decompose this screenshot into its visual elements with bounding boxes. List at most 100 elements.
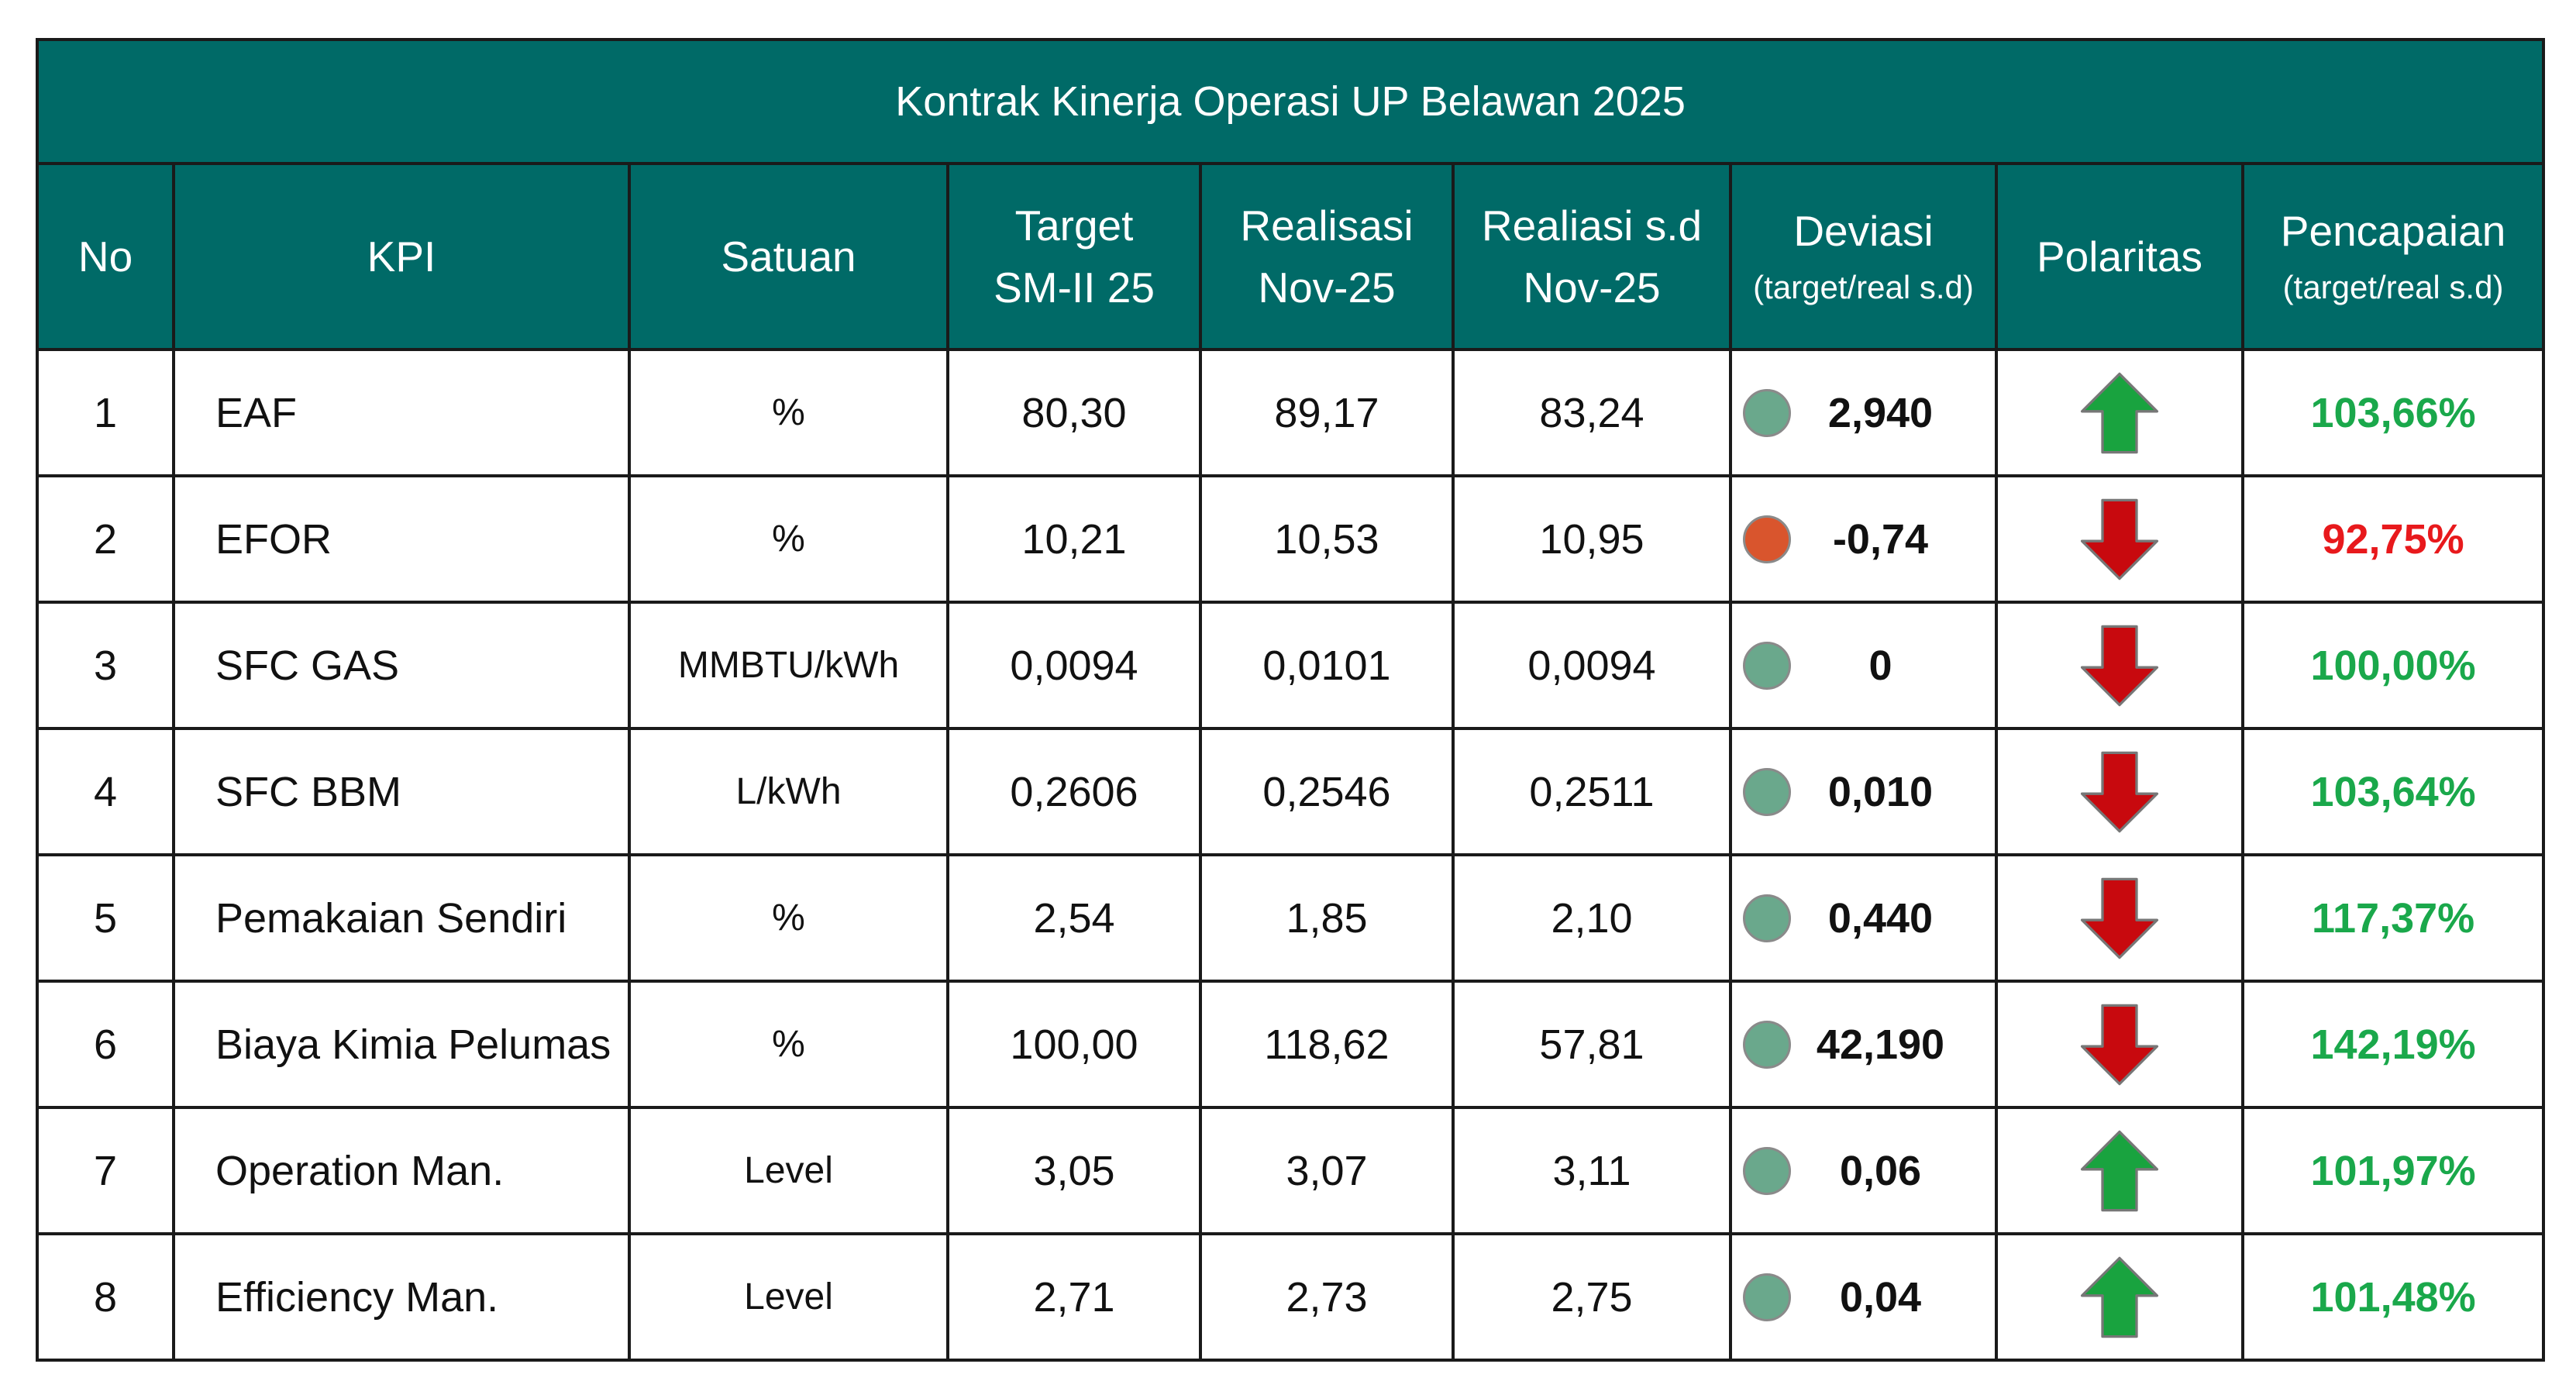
arrow-down-icon [2077, 623, 2162, 708]
row-unit: L/kWh [628, 727, 949, 856]
deviasi-value: -0,74 [1832, 515, 1929, 563]
arrow-up-icon [2077, 1128, 2162, 1214]
row-polaritas [1995, 1106, 2244, 1235]
row-realisasi: 118,62 [1199, 980, 1455, 1109]
row-realisasi-sd: 2,75 [1452, 1232, 1732, 1362]
header-realisasi-sd: Realiasi s.d Nov-25 [1452, 162, 1732, 351]
row-unit: Level [628, 1106, 949, 1235]
row-target: 100,00 [946, 980, 1202, 1109]
header-polaritas: Polaritas [1995, 162, 2244, 351]
table-title: Kontrak Kinerja Operasi UP Belawan 2025 [35, 38, 2546, 165]
row-no: 6 [36, 980, 175, 1109]
row-deviasi: -0,74 [1729, 474, 1998, 604]
row-kpi-name: EAF [172, 348, 631, 477]
row-unit: MMBTU/kWh [628, 601, 949, 730]
header-target: Target SM-II 25 [946, 162, 1202, 351]
table-row: 2 EFOR% 10,21 10,53 10,95 -0,74 92,75% [36, 474, 2546, 604]
row-polaritas [1995, 980, 2244, 1109]
row-realisasi-sd: 0,2511 [1452, 727, 1732, 856]
deviasi-value: 0,010 [1827, 768, 1934, 815]
status-dot-bad-icon [1743, 515, 1791, 563]
table-row: 5 Pemakaian Sendiri% 2,54 1,85 2,10 0,440 117,… [36, 853, 2546, 983]
row-deviasi: 0,06 [1729, 1106, 1998, 1235]
row-target: 2,54 [946, 853, 1202, 983]
title-row: Kontrak Kinerja Operasi UP Belawan 2025 [35, 38, 2546, 165]
row-realisasi: 0,2546 [1199, 727, 1455, 856]
row-kpi-name: SFC GAS [172, 601, 631, 730]
row-pencapaian: 101,97% [2240, 1106, 2546, 1235]
header-pencapaian: Pencapaian (target/real s.d) [2240, 162, 2546, 351]
arrow-up-icon [2077, 1255, 2162, 1340]
row-realisasi: 2,73 [1199, 1232, 1455, 1362]
arrow-down-icon [2077, 876, 2162, 961]
row-realisasi-sd: 57,81 [1452, 980, 1732, 1109]
row-polaritas [1995, 601, 2244, 730]
row-polaritas [1995, 348, 2244, 477]
status-dot-good-icon [1743, 1146, 1791, 1195]
table-row: 1 EAF% 80,30 89,17 83,24 2,940 103,66% [36, 348, 2546, 477]
row-no: 2 [36, 474, 175, 604]
row-no: 8 [36, 1232, 175, 1362]
arrow-down-icon [2077, 1002, 2162, 1087]
row-polaritas [1995, 853, 2244, 983]
table-row: 4 SFC BBM L/kWh 0,2606 0,2546 0,2511 0,010 103,… [36, 727, 2546, 856]
row-unit: % [628, 980, 949, 1109]
status-dot-good-icon [1743, 894, 1791, 942]
row-kpi-name: SFC BBM [172, 727, 631, 856]
column-header-row: No KPI Satuan Target SM-II 25 Realisasi … [36, 162, 2546, 351]
row-polaritas [1995, 727, 2244, 856]
header-realisasi: Realisasi Nov-25 [1199, 162, 1455, 351]
table-body: 1 EAF% 80,30 89,17 83,24 2,940 103,66% 2 EFOR% 10… [36, 348, 2546, 1362]
deviasi-value: 0,06 [1839, 1147, 1922, 1194]
row-realisasi-sd: 83,24 [1452, 348, 1732, 477]
status-dot-good-icon [1743, 767, 1791, 816]
arrow-down-icon [2077, 497, 2162, 582]
row-pencapaian: 92,75% [2240, 474, 2546, 604]
row-realisasi: 10,53 [1199, 474, 1455, 604]
row-pencapaian: 103,64% [2240, 727, 2546, 856]
status-dot-good-icon [1743, 641, 1791, 690]
row-realisasi-sd: 10,95 [1452, 474, 1732, 604]
deviasi-value: 0,440 [1827, 894, 1934, 942]
row-polaritas [1995, 474, 2244, 604]
arrow-up-icon [2077, 370, 2162, 456]
row-deviasi: 0,04 [1729, 1232, 1998, 1362]
row-kpi-name: Biaya Kimia Pelumas [172, 980, 631, 1109]
row-no: 7 [36, 1106, 175, 1235]
row-no: 5 [36, 853, 175, 983]
deviasi-value: 0 [1868, 642, 1892, 689]
row-target: 3,05 [946, 1106, 1202, 1235]
header-satuan: Satuan [628, 162, 949, 351]
deviasi-value: 0,04 [1839, 1273, 1922, 1321]
row-realisasi-sd: 2,10 [1452, 853, 1732, 983]
row-realisasi: 0,0101 [1199, 601, 1455, 730]
row-polaritas [1995, 1232, 2244, 1362]
row-target: 0,0094 [946, 601, 1202, 730]
row-deviasi: 0,440 [1729, 853, 1998, 983]
status-dot-good-icon [1743, 388, 1791, 437]
table-row: 8 Efficiency Man. Level 2,71 2,73 2,75 0,04 101… [36, 1232, 2546, 1362]
row-kpi-name: Pemakaian Sendiri [172, 853, 631, 983]
row-unit: % [628, 348, 949, 477]
row-no: 1 [36, 348, 175, 477]
row-target: 0,2606 [946, 727, 1202, 856]
row-target: 10,21 [946, 474, 1202, 604]
row-deviasi: 2,940 [1729, 348, 1998, 477]
row-realisasi: 1,85 [1199, 853, 1455, 983]
table-row: 6 Biaya Kimia Pelumas% 100,00 118,62 57,81 42… [36, 980, 2546, 1109]
row-realisasi: 89,17 [1199, 348, 1455, 477]
row-pencapaian: 142,19% [2240, 980, 2546, 1109]
row-pencapaian: 100,00% [2240, 601, 2546, 730]
row-unit: % [628, 853, 949, 983]
row-deviasi: 42,190 [1729, 980, 1998, 1109]
deviasi-value: 2,940 [1827, 389, 1934, 436]
header-kpi: KPI [172, 162, 631, 351]
table-row: 7 Operation Man. Level 3,05 3,07 3,11 0,06 101,… [36, 1106, 2546, 1235]
header-no: No [36, 162, 175, 351]
row-no: 4 [36, 727, 175, 856]
row-kpi-name: Operation Man. [172, 1106, 631, 1235]
row-realisasi-sd: 0,0094 [1452, 601, 1732, 730]
kpi-table: Kontrak Kinerja Operasi UP Belawan 2025 … [35, 38, 2546, 1362]
row-pencapaian: 101,48% [2240, 1232, 2546, 1362]
row-pencapaian: 103,66% [2240, 348, 2546, 477]
